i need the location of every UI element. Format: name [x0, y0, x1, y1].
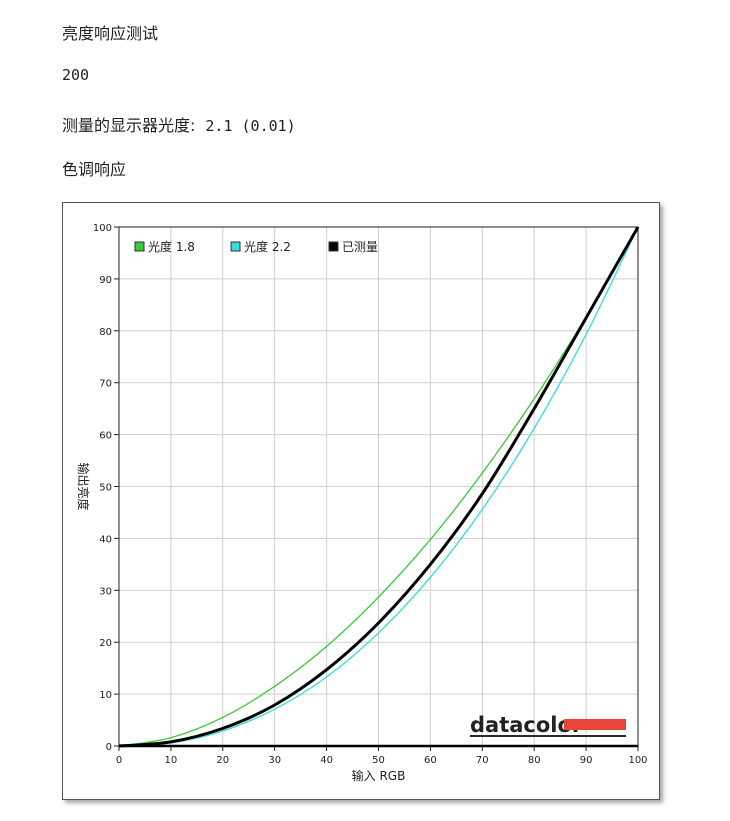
y-tick-label: 60: [99, 431, 112, 442]
x-tick-label: 20: [216, 755, 229, 766]
x-tick-label: 100: [628, 755, 647, 766]
brand-bar: [564, 719, 626, 730]
gamma-label: 测量的显示器光度:: [62, 116, 196, 135]
x-tick-label: 30: [268, 755, 281, 766]
legend-swatch: [230, 241, 241, 252]
x-tick-label: 40: [320, 755, 333, 766]
series-line-3: [118, 226, 640, 748]
gamma-line: 测量的显示器光度: 2.1 (0.01): [62, 112, 296, 136]
x-tick-label: 60: [424, 755, 437, 766]
tone-response-chart: 0 10 20 30 40 50 60 70 80 90 100 0 10 20 30 40 50 60 70 80 9…: [76, 223, 648, 783]
brand-underline: [470, 735, 626, 737]
chart-grid: [118, 226, 639, 747]
datacolor-logo: datacolor: [470, 713, 626, 737]
x-tick-label: 10: [165, 755, 178, 766]
y-tick-label: 80: [99, 327, 112, 338]
y-tick-label: 30: [99, 586, 112, 597]
chart-series: [118, 226, 640, 748]
series-line-1: [118, 226, 639, 747]
y-tick-label: 100: [93, 223, 112, 234]
series-line-2: [118, 226, 639, 747]
chart-legend: 光度 1.8 光度 2.2 已测量: [134, 239, 378, 254]
legend-swatch: [328, 241, 339, 252]
x-axis-label: 输入 RGB: [352, 768, 406, 783]
section-title: 色调响应: [62, 160, 127, 179]
x-tick-label: 90: [580, 755, 593, 766]
legend-label: 光度 2.2: [244, 239, 291, 254]
x-tick-label: 80: [528, 755, 541, 766]
y-axis-label: 输出亮度: [76, 462, 91, 510]
y-tick-label: 20: [99, 638, 112, 649]
y-tick-label: 10: [99, 690, 112, 701]
x-tick-label: 0: [116, 755, 122, 766]
y-tick-label: 0: [106, 742, 112, 753]
page-title: 亮度响应测试: [62, 24, 159, 43]
chart-frame: 0 10 20 30 40 50 60 70 80 90 100 0 10 20 30 40 50 60 70 80 9…: [62, 202, 660, 800]
legend-label: 已测量: [342, 240, 378, 254]
gamma-value: 2.1 (0.01): [205, 117, 296, 135]
test-value: 200: [62, 66, 90, 84]
chart-ticks: 0 10 20 30 40 50 60 70 80 90 100 0 10 20 30 40 50 60 70 80 9…: [93, 223, 648, 766]
legend-label: 光度 1.8: [148, 239, 195, 254]
x-tick-label: 70: [476, 755, 489, 766]
y-tick-label: 90: [99, 275, 112, 286]
y-tick-label: 50: [99, 483, 112, 494]
y-tick-label: 70: [99, 379, 112, 390]
y-tick-label: 40: [99, 534, 112, 545]
legend-swatch: [134, 241, 145, 252]
x-tick-label: 50: [372, 755, 385, 766]
